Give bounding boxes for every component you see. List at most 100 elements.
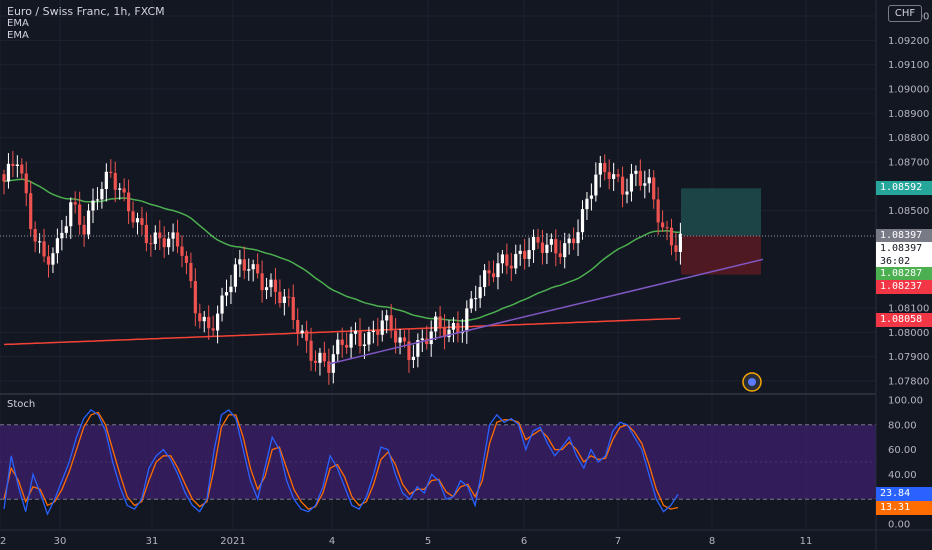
compass-icon[interactable] — [742, 372, 762, 392]
candle-body — [487, 270, 491, 274]
candle-body — [518, 250, 522, 254]
candle-body — [643, 183, 647, 186]
time-tick: 8 — [709, 536, 715, 547]
stop-zone — [681, 235, 761, 275]
candle-body — [505, 254, 509, 266]
candle-body — [309, 340, 313, 361]
stop-price-label: 1.08237 — [876, 280, 932, 294]
price-tick: 1.08900 — [888, 109, 929, 120]
candle-body — [367, 332, 371, 345]
candle-body — [322, 352, 326, 362]
candle-body — [6, 163, 11, 182]
stoch-k-line — [3, 409, 679, 516]
candle-body — [661, 222, 665, 228]
candle-body — [78, 204, 82, 225]
stoch-k-value: 23.84 — [876, 487, 932, 501]
candle-body — [474, 298, 478, 300]
candle-body — [86, 210, 91, 235]
trendline-path — [328, 258, 764, 365]
candle-body — [380, 320, 384, 335]
candle-body — [434, 316, 438, 332]
candle-body — [135, 218, 140, 223]
candle-body — [318, 352, 322, 363]
time-tick: 31 — [146, 536, 159, 547]
candle-body — [674, 245, 678, 252]
candle-body — [260, 273, 264, 291]
time-tick: 2021 — [220, 536, 245, 547]
candle-body — [580, 209, 585, 233]
candle-body — [224, 292, 229, 296]
currency-button[interactable]: CHF — [888, 5, 922, 22]
stoch-lines — [3, 409, 679, 516]
candle-body — [416, 340, 420, 357]
candle-body — [171, 232, 175, 239]
candle-body — [371, 330, 375, 333]
candle-body — [394, 330, 398, 343]
candle-body — [478, 287, 482, 299]
target-price-label: 1.08592 — [876, 181, 932, 195]
candle-body — [598, 163, 602, 175]
candle-body — [349, 333, 353, 348]
price-tick: 1.09000 — [888, 85, 929, 96]
candle-body — [229, 286, 233, 293]
candle-body — [73, 202, 77, 205]
candle-body — [491, 273, 496, 278]
candle-body — [233, 264, 237, 287]
candle-body — [402, 337, 407, 342]
candle-body — [167, 238, 171, 248]
candle-body — [20, 164, 24, 174]
stoch-tick: 60.00 — [888, 445, 917, 456]
candle-body — [656, 199, 660, 223]
candle-body — [82, 224, 86, 235]
price-tick: 1.07900 — [888, 352, 929, 363]
candle-body — [549, 239, 553, 245]
candle-body — [313, 360, 318, 363]
candle-body — [109, 171, 113, 174]
stoch-indicator-label[interactable]: Stoch — [7, 399, 36, 410]
ema-indicator-label-1[interactable]: EMA — [7, 18, 29, 29]
candle-body — [149, 243, 153, 245]
candle-body — [95, 199, 100, 201]
time-tick: 5 — [425, 536, 431, 547]
candle-body — [567, 238, 571, 244]
candle-body — [398, 337, 402, 343]
candle-body — [603, 163, 607, 173]
time-tick: 11 — [800, 536, 813, 547]
candle-body — [305, 330, 309, 341]
trendline[interactable] — [328, 258, 764, 365]
candle-body — [287, 296, 291, 298]
candle-body — [389, 315, 393, 331]
price-tick: 1.07800 — [888, 377, 929, 388]
candle-body — [264, 287, 269, 291]
candle-body — [104, 171, 108, 190]
time-axis[interactable]: 30 31 2021 4 5 6 7 8 11 12 — [0, 536, 812, 547]
stoch-d-line — [3, 411, 679, 510]
symbol-title[interactable]: Euro / Swiss Franc, 1h, FXCM — [7, 5, 165, 18]
candle-body — [38, 241, 42, 243]
candle-body — [100, 189, 104, 200]
candle-body — [589, 195, 593, 199]
candle-body — [558, 253, 562, 258]
candle-body — [122, 188, 126, 193]
target-zone — [681, 188, 761, 236]
candle-body — [669, 227, 674, 246]
time-tick: 12 — [0, 536, 6, 547]
ema-indicator-label-2[interactable]: EMA — [7, 30, 29, 41]
long-position-tool[interactable] — [681, 188, 761, 275]
candle-body — [353, 330, 358, 334]
candle-body — [211, 328, 215, 331]
candle-body — [11, 163, 15, 166]
candle-body — [42, 241, 46, 257]
candle-body — [55, 238, 59, 254]
candle-body — [576, 232, 580, 244]
candle-body — [572, 238, 576, 244]
candle-body — [15, 164, 19, 166]
candle-body — [465, 308, 469, 332]
candle-body — [438, 316, 442, 328]
candle-body — [46, 256, 51, 265]
candle-body — [300, 330, 304, 334]
candle-body — [202, 316, 206, 322]
candle-body — [24, 173, 28, 194]
candle-body — [411, 356, 415, 361]
